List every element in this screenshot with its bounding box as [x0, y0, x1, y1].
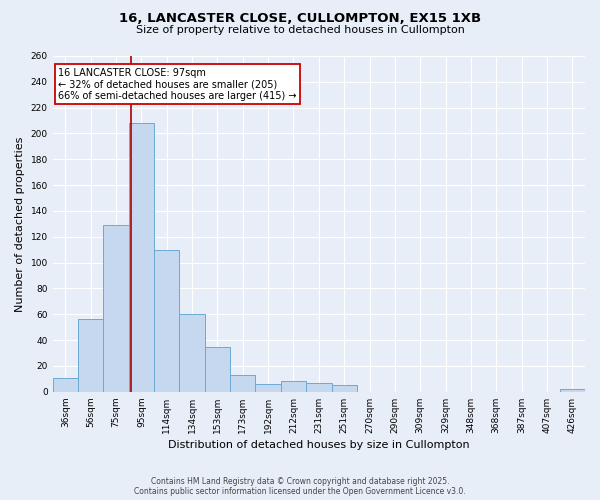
- Y-axis label: Number of detached properties: Number of detached properties: [15, 136, 25, 312]
- Bar: [306, 383, 332, 392]
- Bar: [281, 382, 306, 392]
- Bar: [53, 378, 78, 392]
- Bar: [154, 250, 179, 392]
- Bar: [103, 225, 129, 392]
- Bar: [332, 386, 357, 392]
- Text: Size of property relative to detached houses in Cullompton: Size of property relative to detached ho…: [136, 25, 464, 35]
- Bar: [78, 320, 103, 392]
- Bar: [179, 314, 205, 392]
- Text: 16, LANCASTER CLOSE, CULLOMPTON, EX15 1XB: 16, LANCASTER CLOSE, CULLOMPTON, EX15 1X…: [119, 12, 481, 26]
- Bar: [205, 346, 230, 392]
- Text: 16 LANCASTER CLOSE: 97sqm
← 32% of detached houses are smaller (205)
66% of semi: 16 LANCASTER CLOSE: 97sqm ← 32% of detac…: [58, 68, 296, 101]
- Bar: [230, 375, 256, 392]
- Bar: [256, 384, 281, 392]
- Bar: [560, 389, 585, 392]
- Text: Contains HM Land Registry data © Crown copyright and database right 2025.: Contains HM Land Registry data © Crown c…: [151, 477, 449, 486]
- Bar: [129, 123, 154, 392]
- X-axis label: Distribution of detached houses by size in Cullompton: Distribution of detached houses by size …: [168, 440, 470, 450]
- Text: Contains public sector information licensed under the Open Government Licence v3: Contains public sector information licen…: [134, 487, 466, 496]
